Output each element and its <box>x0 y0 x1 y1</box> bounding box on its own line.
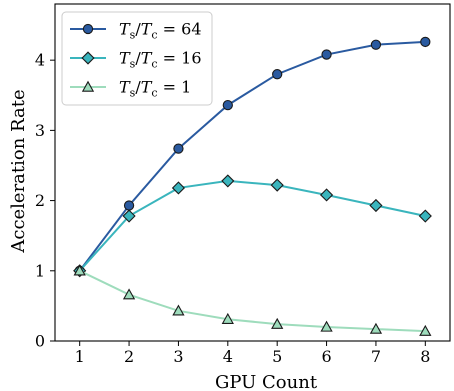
legend: Ts/Tc = 64 Ts/Tc = 16 Ts/Tc = 1 <box>61 11 213 106</box>
data-point-s2-5 <box>270 178 284 192</box>
x-tick-label-3: 3 <box>173 347 183 366</box>
legend-box <box>61 11 213 106</box>
data-point-s3-7 <box>369 322 383 334</box>
x-tick-label-8: 8 <box>420 347 430 366</box>
data-point-s1-5 <box>272 69 283 80</box>
data-point-s3-4 <box>221 312 234 324</box>
data-point-s2-7 <box>369 198 383 213</box>
x-tick-label-1: 1 <box>75 347 85 366</box>
data-point-s2-2 <box>122 209 136 223</box>
x-tick-label-2: 2 <box>124 347 134 366</box>
data-point-s1-8 <box>420 36 431 48</box>
series-line-1 <box>78 40 426 272</box>
x-tick-label-6: 6 <box>321 347 331 366</box>
x-tick-label-5: 5 <box>272 347 282 366</box>
legend-marker-2 <box>81 51 95 65</box>
y-tick-label-4: 4 <box>35 51 45 70</box>
data-point-s1-4 <box>222 99 233 111</box>
legend-label-2: Ts/Tc = 16 <box>119 49 202 71</box>
data-point-s3-6 <box>320 320 333 332</box>
data-point-s3-5 <box>271 317 284 329</box>
x-tick-label-7: 7 <box>371 347 381 366</box>
data-point-s1-2 <box>123 200 135 211</box>
data-point-s2-8 <box>418 209 432 223</box>
legend-label-3: Ts/Tc = 1 <box>119 78 191 100</box>
data-point-s2-6 <box>319 188 334 202</box>
y-tick-label-3: 3 <box>35 121 45 140</box>
data-point-s2-4 <box>221 174 235 188</box>
data-point-s1-3 <box>173 143 184 154</box>
plot-frame <box>54 3 451 342</box>
y-axis-label: Acceleration Rate <box>8 89 29 253</box>
data-point-s3-3 <box>172 304 185 316</box>
data-point-s3-2 <box>122 288 136 300</box>
y-tick-label-0: 0 <box>35 332 45 351</box>
legend-marker-1 <box>82 23 94 35</box>
legend-label-1: Ts/Tc = 64 <box>119 20 202 42</box>
plot-area <box>73 36 432 336</box>
x-tick-label-4: 4 <box>223 347 233 366</box>
data-point-s2-3 <box>171 181 186 195</box>
axes: 1 2 3 4 5 6 7 8 0 1 2 3 4 <box>35 3 451 366</box>
data-point-s1-6 <box>321 49 332 60</box>
series-line-2 <box>78 179 426 272</box>
data-point-s3-8 <box>419 324 432 336</box>
data-point-s1-7 <box>370 39 382 50</box>
series-line-3 <box>79 269 426 333</box>
y-tick-label-1: 1 <box>35 261 45 280</box>
legend-marker-3 <box>81 80 95 92</box>
x-axis-label: GPU Count <box>215 372 318 391</box>
y-tick-label-2: 2 <box>35 191 45 210</box>
data-point-s3-1 <box>73 264 86 276</box>
